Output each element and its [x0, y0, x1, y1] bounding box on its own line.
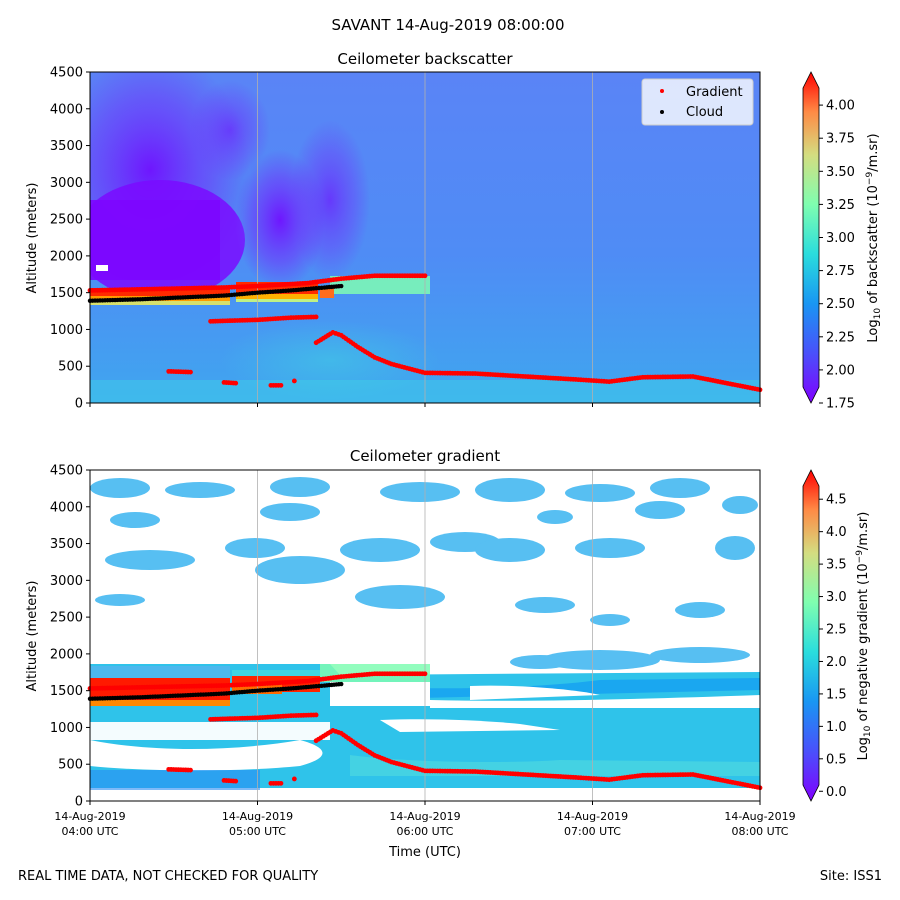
colorbar-tick-label: 3.5 [826, 558, 847, 573]
colorbar-tick-label: 4.5 [826, 493, 847, 508]
gradient-colorbar-ticks: 0.0 0.5 1.0 1.5 2.0 2.5 3.0 3.5 4.0 4.5 [819, 493, 847, 800]
legend-gradient-label: Gradient [686, 85, 743, 100]
gradient-point [291, 776, 297, 782]
colorbar-tick-label: 4.00 [826, 99, 855, 114]
colorbar-tick-label: 2.25 [826, 330, 855, 345]
colorbar-tick-label: 3.75 [826, 132, 855, 147]
gradient-colorbar-label: Log10 of negative gradient (10−9/m.sr) [855, 512, 873, 761]
ytick-label: 2500 [50, 213, 83, 228]
colorbar-tick-label: 0.0 [826, 785, 847, 800]
backscatter-yaxis: 0 500 1000 1500 2000 2500 3000 3500 4000 4500 [50, 66, 90, 412]
legend-cloud-label: Cloud [686, 105, 723, 120]
colorbar-tick-label: 3.25 [826, 198, 855, 213]
ytick-label: 4500 [50, 464, 83, 479]
ytick-label: 1000 [50, 721, 83, 736]
ytick-label: 2500 [50, 611, 83, 626]
gradient-ylabel: Altitude (meters) [25, 581, 40, 692]
colorbar-tick-label: 2.0 [826, 655, 847, 670]
ytick-label: 2000 [50, 249, 83, 264]
backscatter-xaxis [89, 403, 761, 407]
ytick-label: 2000 [50, 647, 83, 662]
colorbar-tick-label: 3.0 [826, 590, 847, 605]
ytick-label: 4500 [50, 66, 83, 81]
ytick-label: 0 [75, 397, 83, 412]
legend-cloud-marker [660, 110, 664, 114]
legend-gradient-marker [660, 89, 664, 93]
backscatter-colorbar: 1.75 2.00 2.25 2.50 2.75 3.00 3.25 3.50 3.75 4.00… [802, 71, 883, 412]
backscatter-panel: Ceilometer backscatter [25, 50, 883, 412]
gradient-colorbar-bar [802, 469, 820, 802]
gradient-point [422, 671, 428, 677]
quality-disclaimer: REAL TIME DATA, NOT CHECKED FOR QUALITY [18, 869, 319, 884]
ytick-label: 3000 [50, 574, 83, 589]
colorbar-tick-label: 0.5 [826, 752, 847, 767]
cloud-point [339, 283, 344, 289]
colorbar-tick-label: 4.0 [826, 525, 847, 540]
backscatter-gridlines [257, 72, 593, 403]
xtick-label-time: 08:00 UTC [731, 825, 788, 838]
xtick-label-time: 05:00 UTC [229, 825, 286, 838]
xtick-label-date: 14-Aug-2019 [54, 810, 125, 823]
colorbar-tick-label: 1.5 [826, 687, 847, 702]
ytick-label: 500 [58, 758, 83, 773]
backscatter-ylabel: Altitude (meters) [25, 183, 40, 294]
ytick-label: 3500 [50, 537, 83, 552]
gradient-point [422, 273, 428, 279]
ytick-label: 3000 [50, 176, 83, 191]
gradient-colorbar: 0.0 0.5 1.0 1.5 2.0 2.5 3.0 3.5 4.0 4.5 Log10 of … [802, 469, 873, 802]
ytick-label: 1500 [50, 286, 83, 301]
colorbar-tick-label: 2.50 [826, 297, 855, 312]
gradient-panel: Ceilometer gradient [25, 447, 873, 860]
colorbar-tick-label: 1.0 [826, 720, 847, 735]
xtick-label-time: 04:00 UTC [61, 825, 118, 838]
figure-title: SAVANT 14-Aug-2019 08:00:00 [332, 16, 565, 34]
legend: Gradient Cloud [641, 78, 754, 126]
xtick-label-date: 14-Aug-2019 [557, 810, 628, 823]
gradient-xaxis: 14-Aug-2019 04:00 UTC 14-Aug-2019 05:00 UTC… [54, 801, 796, 838]
xtick-label-time: 06:00 UTC [396, 825, 453, 838]
legend-box [641, 78, 754, 126]
colorbar-tick-label: 2.75 [826, 264, 855, 279]
gradient-title: Ceilometer gradient [350, 447, 500, 465]
gradient-yaxis: 0 500 1000 1500 2000 2500 3000 3500 4000 4500 [50, 464, 90, 810]
xtick-label-time: 07:00 UTC [564, 825, 621, 838]
gradient-point [188, 767, 193, 773]
backscatter-colorbar-label: Log10 of backscatter (10−9/m.sr) [865, 133, 883, 342]
gradient-point [313, 712, 319, 718]
gradient-point [233, 778, 239, 784]
ytick-label: 500 [58, 360, 83, 375]
gradient-point [188, 369, 193, 375]
cloud-point [339, 681, 344, 687]
xtick-label-date: 14-Aug-2019 [389, 810, 460, 823]
gradient-point [313, 314, 319, 320]
gradient-point-markers [87, 671, 763, 791]
colorbar-tick-label: 3.00 [826, 231, 855, 246]
backscatter-colorbar-ticks: 1.75 2.00 2.25 2.50 2.75 3.00 3.25 3.50 3.75 4.00 [819, 99, 855, 412]
backscatter-point-markers [87, 273, 763, 393]
colorbar-tick-label: 3.50 [826, 165, 855, 180]
xtick-label-date: 14-Aug-2019 [724, 810, 795, 823]
colorbar-tick-label: 2.00 [826, 363, 855, 378]
ytick-label: 4000 [50, 500, 83, 515]
backscatter-title: Ceilometer backscatter [337, 50, 513, 68]
gradient-point [291, 378, 297, 384]
ytick-label: 3500 [50, 139, 83, 154]
gradient-xlabel: Time (UTC) [388, 845, 461, 860]
gradient-point [278, 382, 284, 388]
backscatter-colorbar-bar [802, 71, 820, 404]
gradient-point [278, 780, 284, 786]
gradient-point [233, 380, 239, 386]
gradient-gridlines [257, 470, 593, 801]
colorbar-tick-label: 2.5 [826, 623, 847, 638]
colorbar-tick-label: 1.75 [826, 397, 855, 412]
xtick-label-date: 14-Aug-2019 [222, 810, 293, 823]
site-label: Site: ISS1 [819, 869, 882, 884]
ytick-label: 1000 [50, 323, 83, 338]
ytick-label: 1500 [50, 684, 83, 699]
ytick-label: 0 [75, 795, 83, 810]
ytick-label: 4000 [50, 102, 83, 117]
